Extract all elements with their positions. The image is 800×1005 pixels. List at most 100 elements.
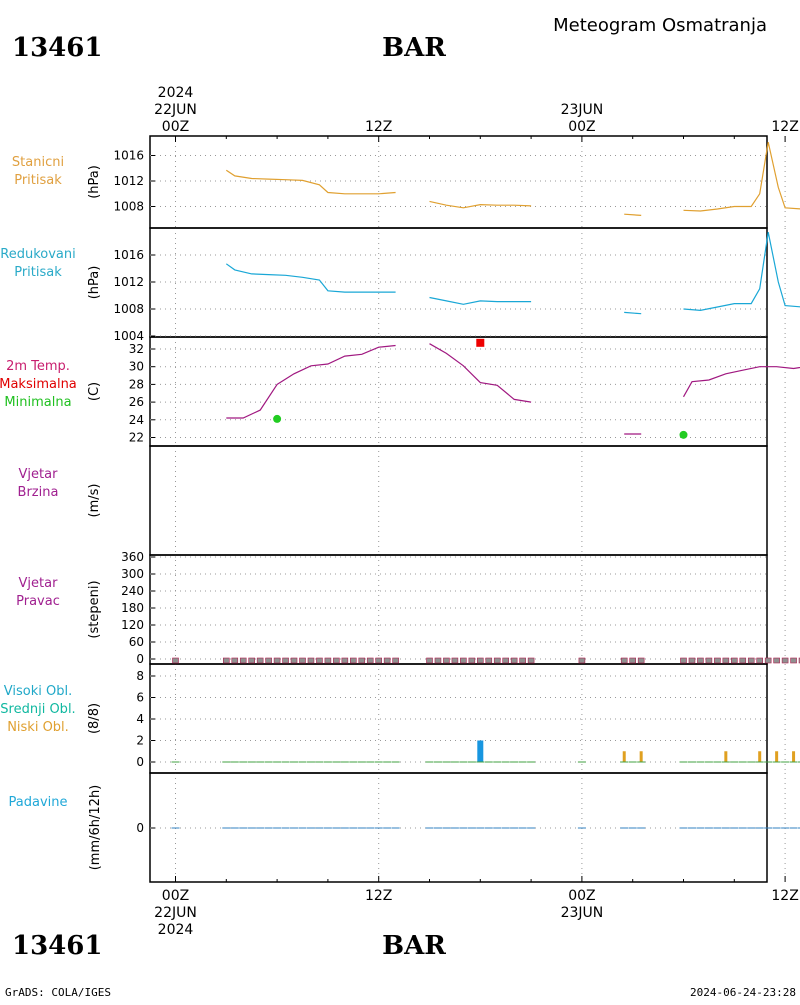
wind-direction-bar	[731, 658, 737, 663]
cloud-bar	[477, 741, 483, 763]
panel-label: 2m Temp.	[6, 359, 70, 374]
bottom-time-label: 2024	[158, 922, 194, 938]
wind-direction-bar	[486, 658, 492, 663]
credit-text: GrADS: COLA/IGES	[5, 986, 111, 999]
wind-direction-bar	[638, 658, 644, 663]
wind-direction-bar	[325, 658, 331, 663]
wind-direction-bar	[689, 658, 695, 663]
temperature-line	[226, 346, 395, 419]
wind-direction-bar	[435, 658, 441, 663]
station-id-top: 13461	[12, 33, 102, 63]
wind-direction-bar	[579, 658, 585, 663]
wind-direction-bar	[477, 658, 483, 663]
wind-direction-bar	[257, 658, 263, 663]
y-tick-label: 1008	[113, 302, 144, 316]
y-tick-label: 1008	[113, 200, 144, 214]
y-axis-label: (8/8)	[87, 703, 102, 734]
temperature-line	[430, 344, 532, 402]
wind-direction-bar	[274, 658, 280, 663]
y-tick-label: 1004	[113, 329, 144, 343]
wind-direction-bar	[283, 658, 289, 663]
chart-title: Meteogram Osmatranja	[553, 15, 767, 36]
wind-direction-bar	[503, 658, 509, 663]
wind-direction-bar	[765, 658, 771, 663]
top-time-label: 00Z	[162, 119, 189, 135]
y-axis-label: (m/s)	[87, 484, 102, 518]
panel-label: Vjetar	[19, 576, 59, 591]
y-tick-label: 180	[121, 601, 144, 615]
wind-direction-bar	[757, 658, 763, 663]
wind-direction-bar	[520, 658, 526, 663]
wind-direction-bar	[308, 658, 314, 663]
bottom-time-label: 00Z	[568, 888, 595, 904]
wind-direction-bar	[681, 658, 687, 663]
wind-direction-bar	[714, 658, 720, 663]
wind-direction-bar	[342, 658, 348, 663]
timestamp-text: 2024-06-24-23:28	[690, 986, 796, 999]
y-axis-label: (hPa)	[87, 266, 102, 300]
station-pressure-line	[624, 214, 641, 215]
wind-direction-bar	[630, 658, 636, 663]
y-tick-label: 360	[121, 550, 144, 564]
station-id-bottom: 13461	[12, 931, 102, 961]
panel-frame	[150, 555, 767, 664]
min-temp-marker	[680, 431, 688, 439]
y-tick-label: 4	[136, 712, 144, 726]
wind-direction-bar	[469, 658, 475, 663]
reduced-pressure-line	[226, 264, 395, 292]
panel-frame	[150, 228, 767, 337]
wind-direction-bar	[774, 658, 780, 663]
wind-direction-bar	[376, 658, 382, 663]
cloud-bar	[758, 751, 761, 762]
panel-label: Maksimalna	[0, 377, 77, 392]
top-time-label: 23JUN	[561, 102, 604, 118]
y-tick-label: 2	[136, 734, 144, 748]
cloud-bar	[775, 751, 778, 762]
panel-label: Niski Obl.	[7, 720, 69, 735]
cloud-bar	[640, 751, 643, 762]
panel-label: Brzina	[18, 485, 59, 500]
y-tick-label: 8	[136, 669, 144, 683]
wind-direction-bar	[443, 658, 449, 663]
wind-direction-bar	[460, 658, 466, 663]
wind-direction-bar	[316, 658, 322, 663]
y-tick-label: 0	[136, 652, 144, 666]
reduced-pressure-line	[684, 232, 800, 328]
station-name-top: BAR	[382, 33, 446, 63]
y-tick-label: 30	[129, 360, 144, 374]
panel-label: Pravac	[16, 594, 60, 609]
bottom-time-label: 22JUN	[154, 905, 197, 921]
wind-direction-bar	[511, 658, 517, 663]
y-axis-label: (C)	[87, 382, 102, 401]
wind-direction-bar	[723, 658, 729, 663]
wind-direction-bar	[621, 658, 627, 663]
panel-label: Srednji Obl.	[0, 702, 75, 717]
y-tick-label: 22	[129, 431, 144, 445]
wind-direction-bar	[740, 658, 746, 663]
station-name-bottom: BAR	[382, 931, 446, 961]
y-tick-label: 32	[129, 342, 144, 356]
wind-direction-bar	[452, 658, 458, 663]
y-tick-label: 300	[121, 567, 144, 581]
top-time-label: 12Z	[771, 119, 798, 135]
wind-direction-bar	[494, 658, 500, 663]
wind-direction-bar	[232, 658, 238, 663]
y-tick-label: 28	[129, 377, 144, 391]
panel-frame	[150, 337, 767, 446]
panel-label: Minimalna	[4, 395, 71, 410]
panel-label: Redukovani	[0, 247, 75, 262]
wind-direction-bar	[266, 658, 272, 663]
panel-frame	[150, 136, 767, 228]
panel-frame	[150, 664, 767, 773]
wind-direction-bar	[173, 658, 179, 663]
station-pressure-line	[226, 170, 395, 194]
wind-direction-bar	[359, 658, 365, 663]
bottom-time-label: 00Z	[162, 888, 189, 904]
cloud-bar	[724, 751, 727, 762]
wind-direction-bar	[240, 658, 246, 663]
bottom-time-label: 12Z	[771, 888, 798, 904]
y-axis-label: (mm/6h/12h)	[88, 785, 103, 871]
panel-label: Vjetar	[19, 467, 59, 482]
y-tick-label: 0	[136, 755, 144, 769]
